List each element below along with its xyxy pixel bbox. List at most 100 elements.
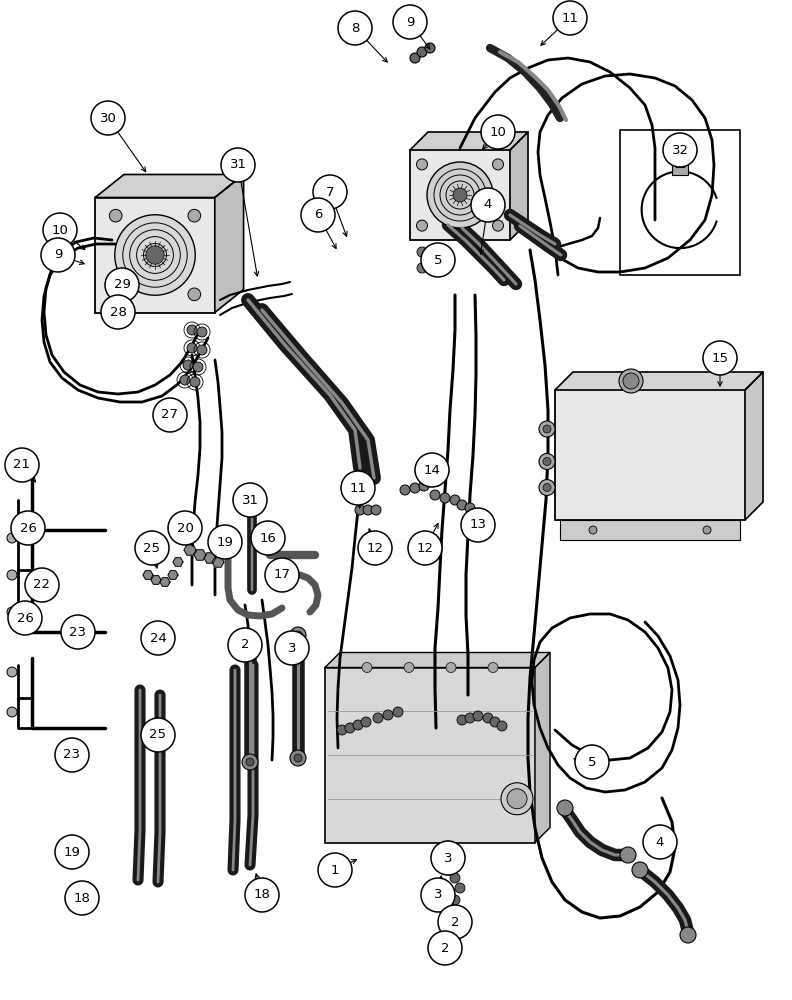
Circle shape [7,570,17,580]
Circle shape [318,853,352,887]
Circle shape [65,881,99,915]
Circle shape [187,343,197,353]
Circle shape [362,662,372,672]
Circle shape [233,483,267,517]
Circle shape [539,454,555,470]
Text: 22: 22 [33,578,51,591]
Polygon shape [510,132,528,240]
Circle shape [353,720,363,730]
Circle shape [190,377,200,387]
Circle shape [461,508,495,542]
Circle shape [443,865,453,875]
Circle shape [450,873,460,883]
Circle shape [443,905,453,915]
Text: 7: 7 [326,186,334,198]
Circle shape [361,717,371,727]
Circle shape [417,47,427,57]
Polygon shape [168,571,178,579]
Text: 16: 16 [260,532,276,544]
Polygon shape [212,557,224,567]
Text: 9: 9 [54,248,63,261]
Text: 3: 3 [434,888,442,902]
Circle shape [446,662,456,672]
Circle shape [417,247,427,257]
Circle shape [242,632,258,648]
Circle shape [543,484,551,491]
Circle shape [543,458,551,466]
Circle shape [410,53,420,63]
Circle shape [450,895,460,905]
Circle shape [543,425,551,433]
Circle shape [703,341,737,375]
Circle shape [435,247,445,257]
Polygon shape [151,576,161,584]
Circle shape [488,662,498,672]
Polygon shape [184,545,196,555]
Text: 12: 12 [417,542,433,554]
Text: 2: 2 [451,916,459,928]
Circle shape [438,905,472,939]
Circle shape [410,483,420,493]
Text: 31: 31 [230,158,246,172]
Text: 24: 24 [150,632,166,645]
Circle shape [7,707,17,717]
Circle shape [345,723,355,733]
Circle shape [183,360,193,370]
Text: 10: 10 [489,125,506,138]
Text: 18: 18 [74,892,90,904]
Circle shape [473,711,483,721]
Circle shape [490,717,500,727]
Circle shape [358,531,392,565]
Bar [675,155,685,163]
Circle shape [415,453,449,487]
Circle shape [589,526,597,534]
Polygon shape [160,578,170,586]
Bar [560,520,740,540]
Text: 23: 23 [63,748,81,762]
Circle shape [11,511,45,545]
Circle shape [493,220,504,231]
Circle shape [290,627,306,643]
Circle shape [109,288,122,301]
Circle shape [455,883,465,893]
Circle shape [25,568,59,602]
Text: 14: 14 [424,464,440,477]
Circle shape [341,471,375,505]
Circle shape [275,631,309,665]
Circle shape [105,268,139,302]
Circle shape [431,841,465,875]
Text: 5: 5 [434,253,442,266]
Circle shape [501,783,533,815]
Circle shape [246,636,254,644]
Text: 19: 19 [216,536,234,548]
Bar [555,390,745,520]
Circle shape [43,213,77,247]
Polygon shape [194,550,206,560]
Circle shape [373,713,383,723]
Circle shape [471,188,505,222]
Polygon shape [535,652,550,842]
Circle shape [7,533,17,543]
Circle shape [408,531,442,565]
Circle shape [141,621,175,655]
Text: 3: 3 [444,852,452,864]
Circle shape [620,847,636,863]
Circle shape [55,835,89,869]
Circle shape [417,263,427,273]
Circle shape [419,481,429,491]
Circle shape [146,246,164,264]
Circle shape [457,500,467,510]
Circle shape [453,188,467,202]
Circle shape [371,505,381,515]
Circle shape [242,754,258,770]
Circle shape [91,101,125,135]
Text: 29: 29 [113,278,131,292]
Circle shape [228,628,262,662]
Text: 28: 28 [109,306,127,318]
Circle shape [7,667,17,677]
Circle shape [363,505,373,515]
Polygon shape [325,652,550,668]
Circle shape [294,754,302,762]
Circle shape [101,295,135,329]
Circle shape [440,493,450,503]
